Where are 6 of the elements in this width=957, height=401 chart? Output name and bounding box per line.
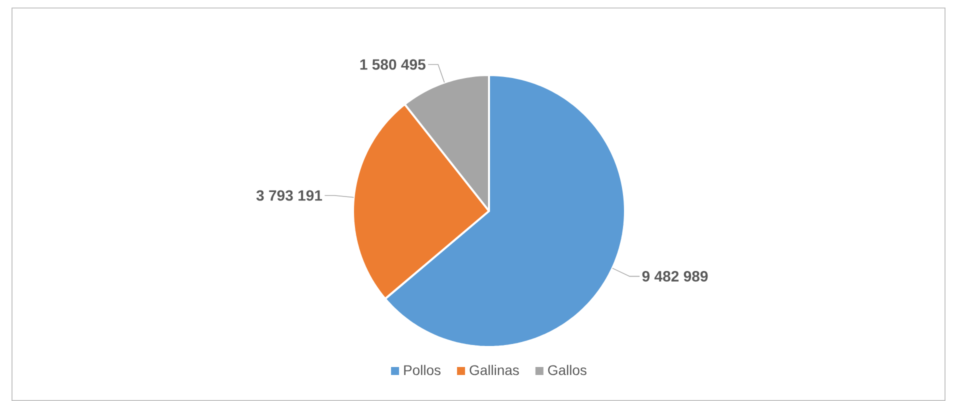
legend-label: Pollos [404, 364, 441, 376]
legend-label: Gallinas [470, 364, 519, 376]
data-label: 3 793 191 [256, 190, 322, 201]
data-label: 1 580 495 [360, 59, 426, 70]
legend-label: Gallos [548, 364, 586, 376]
data-label: 9 482 989 [642, 271, 708, 282]
